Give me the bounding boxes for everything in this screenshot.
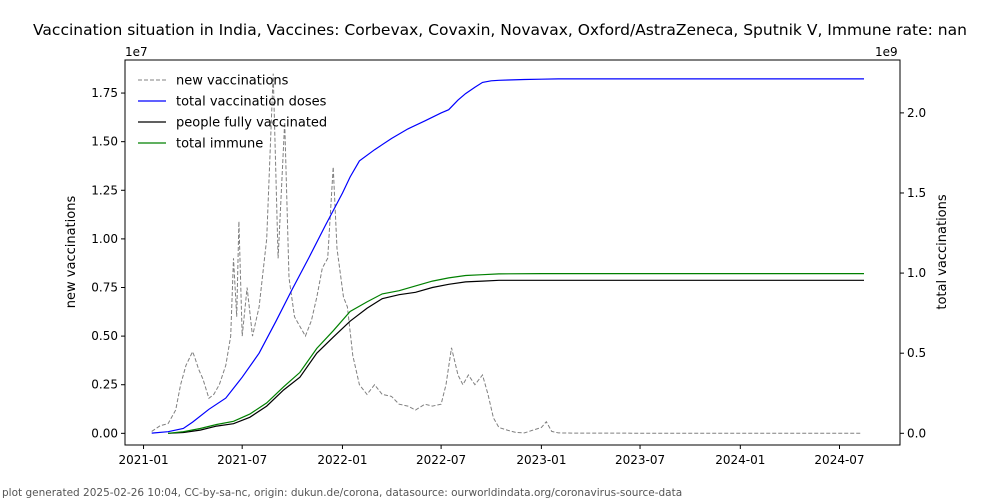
x-tick-label: 2024-07 — [814, 453, 864, 467]
x-tick-label: 2021-07 — [217, 453, 267, 467]
y-left-tick-label: 0.00 — [91, 426, 118, 440]
y-axis-left-label: new vaccinations — [64, 196, 79, 309]
y-left-tick-label: 0.75 — [91, 281, 118, 295]
y-right-tick-label: 0.0 — [907, 426, 926, 440]
y-left-tick-label: 1.75 — [91, 86, 118, 100]
x-tick-label: 2022-01 — [317, 453, 367, 467]
left-axis-offset-label: 1e7 — [125, 45, 148, 59]
series-line-people-fully-vaccinated — [168, 279, 864, 434]
series-line-total-immune — [168, 273, 864, 434]
x-tick-label: 2023-07 — [615, 453, 665, 467]
series-layer — [151, 73, 864, 434]
footer-attribution: plot generated 2025-02-26 10:04, CC-by-s… — [2, 487, 683, 499]
x-tick-label: 2022-07 — [416, 453, 466, 467]
x-tick-label: 2021-01 — [118, 453, 168, 467]
plot-frame — [124, 59, 901, 446]
right-axis-offset-label: 1e9 — [875, 45, 898, 59]
x-tick-label: 2024-01 — [715, 453, 765, 467]
legend: new vaccinations total vaccination doses p… — [138, 74, 327, 152]
y-right-tick-label: 1.0 — [907, 266, 926, 280]
y-right-tick-label: 2.0 — [907, 106, 926, 120]
y-axis-right-label: total vaccinations — [935, 194, 950, 310]
legend-label-people-fully-vaccinated: people fully vaccinated — [176, 116, 327, 131]
y-right-tick-label: 0.5 — [907, 346, 926, 360]
legend-label-new-vaccinations: new vaccinations — [176, 74, 289, 89]
y-left-tick-label: 0.25 — [91, 378, 118, 392]
y-right-tick-label: 1.5 — [907, 186, 926, 200]
series-line-new-vaccinations — [151, 73, 862, 434]
x-tick-label: 2023-01 — [516, 453, 566, 467]
y-left-tick-label: 1.00 — [91, 232, 118, 246]
legend-label-total-vaccination-doses: total vaccination doses — [176, 95, 327, 110]
y-left-tick-label: 1.25 — [91, 183, 118, 197]
chart-title: Vaccination situation in India, Vaccines… — [33, 21, 967, 39]
series-line-total-vaccination-doses — [151, 78, 864, 434]
y-left-tick-label: 1.50 — [91, 135, 118, 149]
ticks-layer: 2021-01 2021-07 2022-01 2022-07 2023-01 2023-… — [91, 86, 926, 467]
y-left-tick-label: 0.50 — [91, 329, 118, 343]
legend-label-total-immune: total immune — [176, 137, 263, 152]
